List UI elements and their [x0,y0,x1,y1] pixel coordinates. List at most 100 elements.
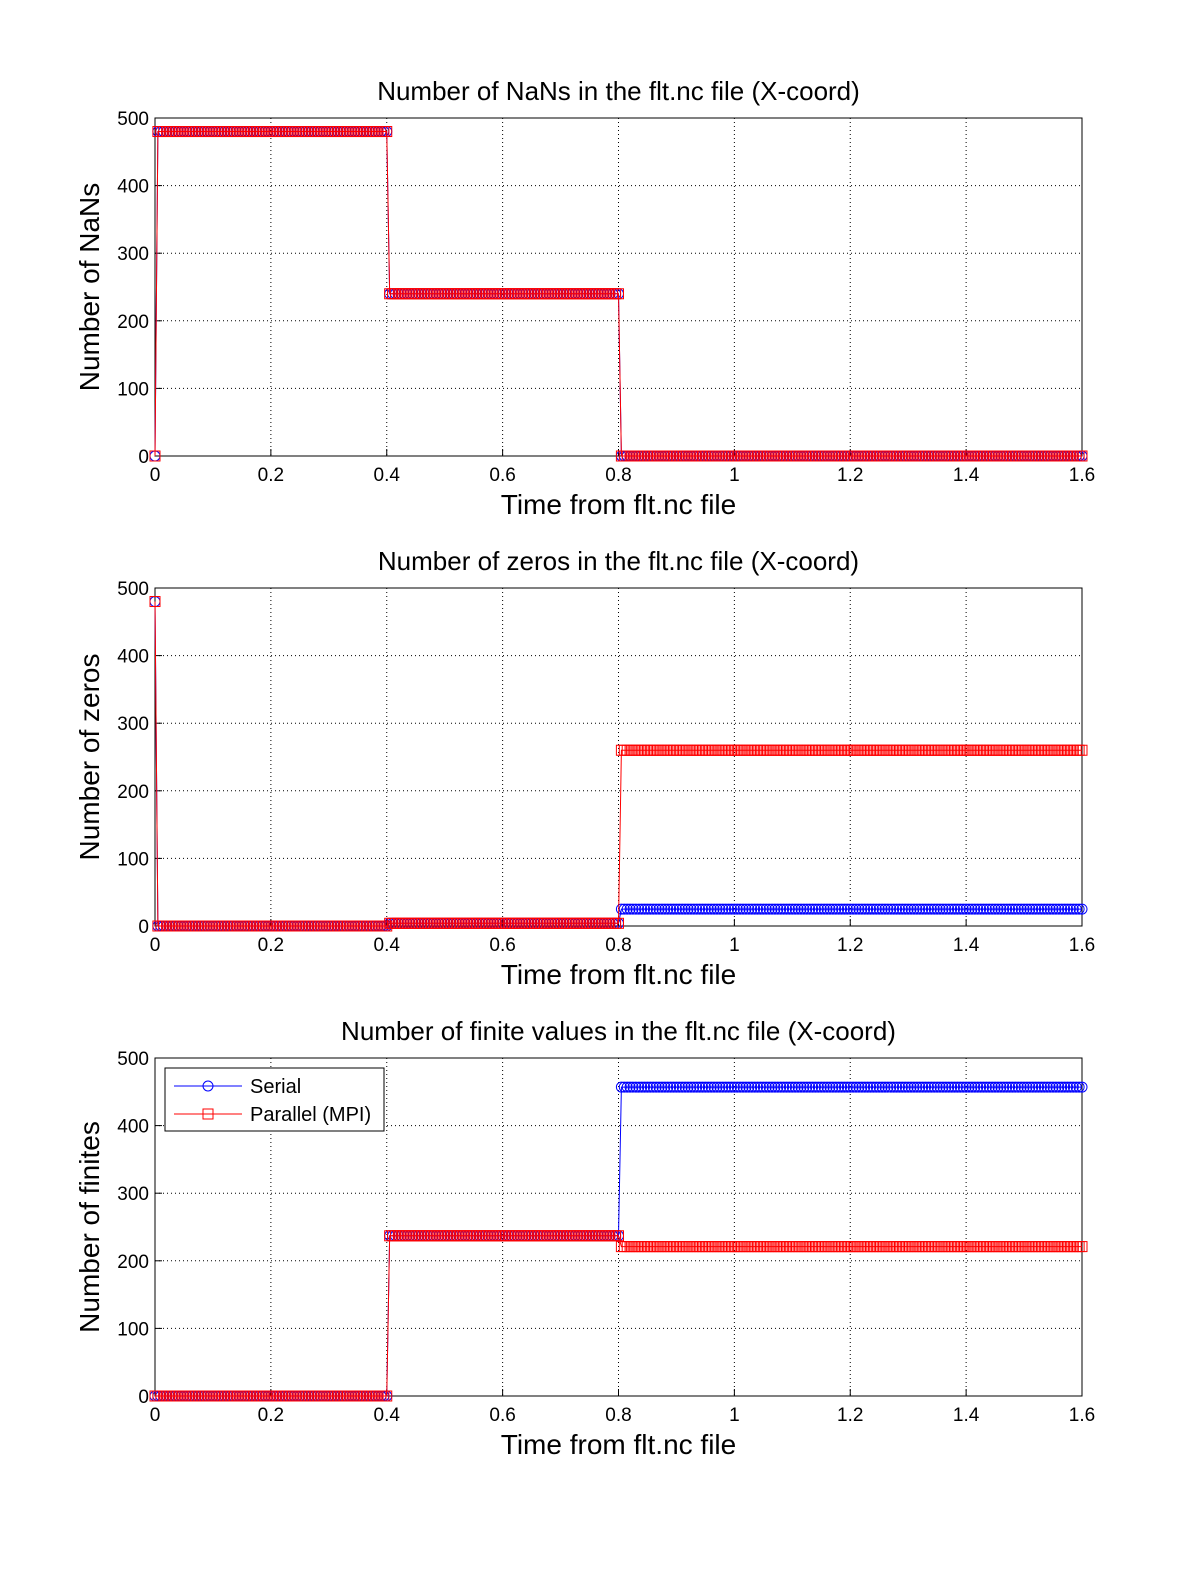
data-point [702,1081,714,1093]
x-tick-label: 0.8 [605,1405,631,1426]
data-point [833,903,845,915]
data-point [653,1081,665,1093]
data-point [653,903,665,915]
data-point [752,903,764,915]
series-line [155,1235,1082,1397]
data-point [879,1081,891,1093]
data-point [1015,903,1027,915]
data-point [879,903,891,915]
data-point [1044,1081,1056,1093]
data-point [838,1081,850,1093]
data-point [714,903,726,915]
x-tick-label: 1 [729,465,740,486]
data-point [670,903,682,915]
data-point [630,1081,642,1093]
data-point [381,1390,393,1402]
data-point [908,1081,920,1093]
data-point [746,1081,758,1093]
y-tick-label: 300 [117,244,149,265]
data-point [705,1081,717,1093]
data-point [995,903,1007,915]
data-point [862,903,874,915]
data-point [812,1081,824,1093]
data-point [697,1081,709,1093]
data-point [856,1081,868,1093]
data-point [998,1081,1010,1093]
data-point [1041,903,1053,915]
data-point [1076,1081,1088,1093]
data-point [885,1081,897,1093]
data-point [728,903,740,915]
data-point [676,903,688,915]
data-point [943,903,955,915]
data-point [673,903,685,915]
data-point [639,903,651,915]
data-point [824,1081,836,1093]
data-point [908,903,920,915]
data-point [821,903,833,915]
data-point [1038,1081,1050,1093]
x-tick-label: 0.6 [489,935,515,956]
data-point [1030,903,1042,915]
data-point [940,903,952,915]
x-tick-label: 0 [150,465,161,486]
data-point [882,903,894,915]
x-axis-label: Time from flt.nc file [501,489,736,520]
data-point [1076,1241,1088,1253]
data-point [636,1081,648,1093]
x-tick-label: 1.6 [1069,1405,1095,1426]
data-point [149,450,161,462]
data-point [1004,1081,1016,1093]
data-point [783,1081,795,1093]
data-point [1076,450,1088,462]
data-point [917,1081,929,1093]
data-point [986,1081,998,1093]
x-tick-label: 1.2 [837,465,863,486]
y-tick-label: 200 [117,312,149,333]
data-point [627,903,639,915]
data-point [905,1081,917,1093]
data-point [978,903,990,915]
data-point [873,1081,885,1093]
data-point [639,1081,651,1093]
y-tick-label: 200 [117,1252,149,1273]
data-point [633,903,645,915]
y-tick-label: 400 [117,1117,149,1138]
data-point [949,1081,961,1093]
data-point [754,1081,766,1093]
data-point [830,903,842,915]
x-tick-label: 0.2 [258,465,284,486]
data-point [662,1081,674,1093]
data-point [983,903,995,915]
data-point [685,903,697,915]
data-point [899,1081,911,1093]
data-point [781,903,793,915]
data-point [937,903,949,915]
x-tick-label: 1.4 [953,465,980,486]
data-point [1024,1081,1036,1093]
data-point [954,1081,966,1093]
data-point [1050,903,1062,915]
data-point [902,903,914,915]
data-point [1041,1081,1053,1093]
series-parallel-mpi- [149,1230,1088,1402]
legend-label: Parallel (MPI) [250,1104,371,1126]
data-point [827,1081,839,1093]
data-point [723,1081,735,1093]
data-point [824,903,836,915]
y-tick-label: 500 [117,579,149,600]
data-point [934,903,946,915]
subplot-1: 0 0.2 0.4 0.6 0.8 1 1.2 1.4 1.6 0 100 200 300 400 500 N… [74,76,1095,520]
x-tick-label: 0.6 [489,1405,515,1426]
data-point [844,903,856,915]
data-point [1012,903,1024,915]
data-point [1035,1081,1047,1093]
data-point [972,903,984,915]
data-point [633,1081,645,1093]
data-point [859,1081,871,1093]
data-point [644,903,656,915]
y-tick-label: 0 [138,1387,149,1408]
x-tick-label: 1.6 [1069,935,1095,956]
data-point [1009,903,1021,915]
